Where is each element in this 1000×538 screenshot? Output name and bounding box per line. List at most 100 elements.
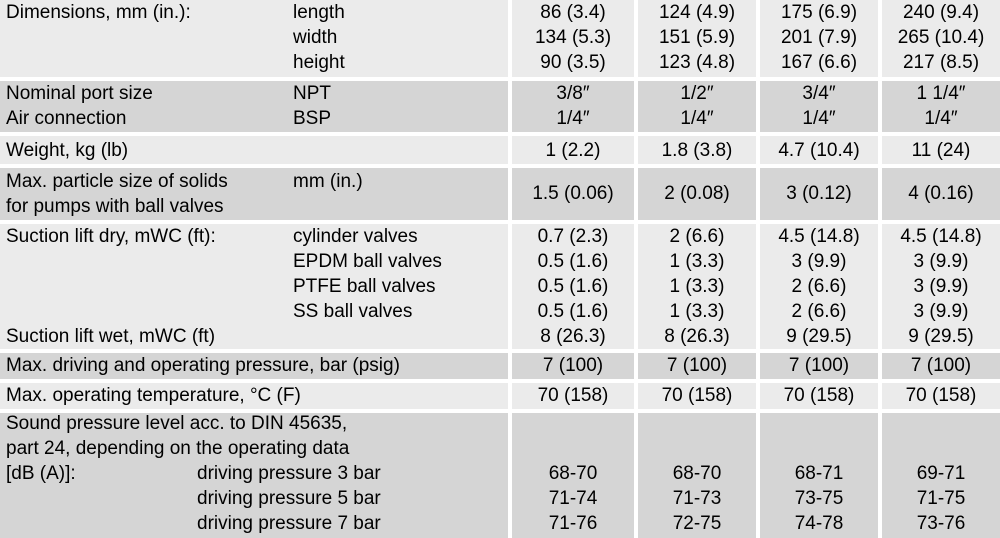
value-cell	[638, 353, 756, 379]
value: 2 (6.6)	[669, 226, 725, 247]
value-cell	[512, 413, 634, 538]
value: 175 (6.9)	[780, 2, 858, 23]
value: 1.8 (3.8)	[661, 140, 733, 161]
dimensions-label: Dimensions, mm (in.):	[6, 2, 191, 23]
value-cell	[638, 168, 756, 220]
value: 70 (158)	[905, 385, 977, 406]
value: 2 (0.08)	[664, 183, 730, 204]
valve-type-label: EPDM ball valves	[293, 251, 442, 272]
value: 9 (29.5)	[908, 326, 974, 347]
value: 151 (5.9)	[658, 27, 736, 48]
suction-dry-label: Suction lift dry, mWC (ft):	[6, 226, 216, 247]
value: 9 (29.5)	[786, 326, 852, 347]
value: 68-71	[794, 463, 844, 484]
value-cell	[882, 81, 1000, 132]
value-cell	[882, 353, 1000, 379]
row-weight: Weight, kg (lb) 1 (2.2) 1.8 (3.8) 4.7 (1…	[0, 136, 1000, 164]
value-cell	[882, 383, 1000, 409]
value: 70 (158)	[537, 385, 609, 406]
nominal-port-label: Nominal port size	[6, 83, 153, 104]
value: 71-74	[548, 488, 598, 509]
label-cell	[0, 81, 508, 132]
value: 1/4″	[680, 108, 714, 129]
value: 1 (2.2)	[545, 140, 601, 161]
value: 2 (6.6)	[791, 276, 847, 297]
particle-label-line2: for pumps with ball valves	[6, 196, 224, 217]
value: 3 (9.9)	[913, 251, 969, 272]
bsp-label: BSP	[293, 108, 332, 129]
value: 69-71	[916, 463, 966, 484]
particle-label-line1: Max. particle size of solids	[6, 171, 228, 192]
weight-label: Weight, kg (lb)	[6, 140, 129, 161]
value: 4.5 (14.8)	[900, 226, 982, 247]
value: 7 (100)	[788, 355, 850, 376]
value-cell	[760, 136, 878, 164]
value-cell	[882, 136, 1000, 164]
value: 7 (100)	[910, 355, 972, 376]
value: 4.7 (10.4)	[778, 140, 860, 161]
sound-label-line: Sound pressure level acc. to DIN 45635,	[6, 413, 348, 434]
value: 3/4″	[802, 83, 836, 104]
row-pressure: Max. driving and operating pressure, bar…	[0, 353, 1000, 379]
label-cell	[0, 353, 508, 379]
value: 3 (9.9)	[913, 301, 969, 322]
value: 1/2″	[680, 83, 714, 104]
value-cell	[760, 413, 878, 538]
value-cell	[760, 383, 878, 409]
value: 0.5 (1.6)	[537, 276, 609, 297]
value: 0.7 (2.3)	[537, 226, 609, 247]
dimension-sub-label: width	[293, 27, 338, 48]
value-cell	[638, 224, 756, 349]
value: 11 (24)	[911, 140, 971, 161]
value: 71-73	[672, 488, 722, 509]
value: 217 (8.5)	[902, 52, 980, 73]
value: 68-70	[548, 463, 598, 484]
label-cell	[0, 136, 508, 164]
value-cell	[760, 168, 878, 220]
temperature-label: Max. operating temperature, °C (F)	[6, 385, 301, 406]
value: 73-75	[794, 488, 844, 509]
value-cell	[760, 353, 878, 379]
value: 1 (3.3)	[669, 251, 725, 272]
value: 7 (100)	[542, 355, 604, 376]
sound-label-line: [dB (A)]:	[6, 463, 76, 484]
value: 1/4″	[556, 108, 590, 129]
value: 201 (7.9)	[780, 27, 858, 48]
npt-label: NPT	[293, 83, 331, 104]
value: 86 (3.4)	[540, 2, 606, 23]
value: 1/4″	[802, 108, 836, 129]
row-dimensions: Dimensions, mm (in.): length width heigh…	[0, 0, 1000, 77]
row-suction-lift: Suction lift dry, mWC (ft): cylinder val…	[0, 224, 1000, 349]
value: 90 (3.5)	[540, 52, 606, 73]
row-temperature: Max. operating temperature, °C (F) 70 (1…	[0, 383, 1000, 409]
value: 240 (9.4)	[902, 2, 980, 23]
value: 1 (3.3)	[669, 301, 725, 322]
label-cell	[0, 0, 508, 77]
value: 3/8″	[556, 83, 590, 104]
value: 74-78	[794, 513, 844, 534]
sound-label-line: part 24, depending on the operating data	[6, 438, 350, 459]
value-cell	[512, 168, 634, 220]
value: 1 1/4″	[916, 83, 966, 104]
value-cell	[638, 383, 756, 409]
value-cell	[512, 224, 634, 349]
value-cell	[882, 413, 1000, 538]
value: 70 (158)	[783, 385, 855, 406]
value-cell	[882, 0, 1000, 77]
air-connection-label: Air connection	[6, 108, 127, 129]
value: 134 (5.3)	[534, 27, 612, 48]
label-cell	[0, 413, 508, 538]
value: 123 (4.8)	[658, 52, 736, 73]
row-sound-pressure: Sound pressure level acc. to DIN 45635, …	[0, 413, 1000, 538]
value-cell	[512, 0, 634, 77]
value: 2 (6.6)	[791, 301, 847, 322]
value: 3 (0.12)	[786, 183, 852, 204]
value: 4 (0.16)	[908, 183, 974, 204]
value: 3 (9.9)	[791, 251, 847, 272]
row-particle-size: Max. particle size of solids for pumps w…	[0, 168, 1000, 220]
dimension-sub-label: length	[293, 2, 345, 23]
row-ports: Nominal port size Air connection NPT BSP…	[0, 81, 1000, 132]
value: 1 (3.3)	[669, 276, 725, 297]
value: 70 (158)	[661, 385, 733, 406]
value: 1.5 (0.06)	[532, 183, 614, 204]
